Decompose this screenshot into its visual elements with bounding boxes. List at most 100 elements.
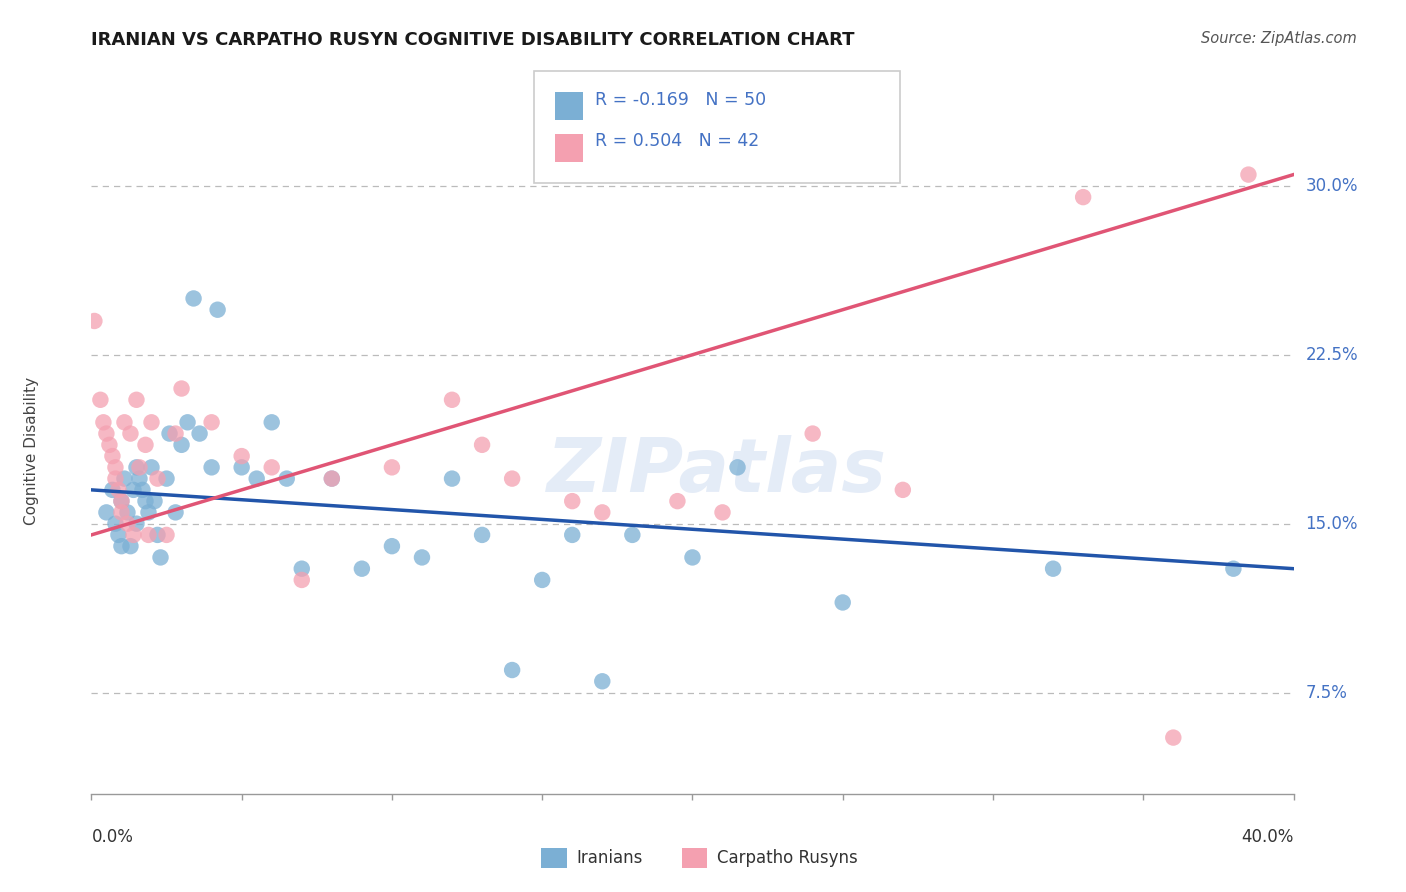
- Point: [531, 573, 554, 587]
- Point: [711, 505, 734, 519]
- Point: [122, 483, 145, 497]
- Text: 15.0%: 15.0%: [1306, 515, 1358, 533]
- Point: [471, 438, 494, 452]
- Point: [621, 528, 644, 542]
- Point: [591, 505, 613, 519]
- Point: [831, 595, 853, 609]
- Point: [134, 494, 156, 508]
- Point: [561, 494, 583, 508]
- Point: [188, 426, 211, 441]
- Point: [246, 472, 269, 486]
- Point: [125, 392, 148, 407]
- Text: R = -0.169   N = 50: R = -0.169 N = 50: [595, 91, 766, 109]
- Point: [117, 516, 139, 531]
- Point: [138, 528, 160, 542]
- Point: [381, 539, 404, 553]
- Point: [104, 516, 127, 531]
- Point: [107, 483, 129, 497]
- Point: [207, 302, 229, 317]
- Point: [291, 562, 314, 576]
- Point: [201, 460, 224, 475]
- Point: [155, 472, 177, 486]
- Text: Source: ZipAtlas.com: Source: ZipAtlas.com: [1201, 31, 1357, 46]
- Point: [276, 472, 298, 486]
- Point: [125, 516, 148, 531]
- Point: [120, 426, 142, 441]
- Point: [891, 483, 914, 497]
- Point: [501, 663, 523, 677]
- Point: [110, 494, 132, 508]
- Point: [1161, 731, 1184, 745]
- Point: [101, 449, 124, 463]
- Point: [321, 472, 343, 486]
- Point: [321, 472, 343, 486]
- Point: [128, 472, 150, 486]
- Point: [117, 505, 139, 519]
- Point: [110, 494, 132, 508]
- Point: [122, 528, 145, 542]
- Point: [183, 292, 205, 306]
- Point: [83, 314, 105, 328]
- Point: [125, 460, 148, 475]
- Point: [93, 415, 115, 429]
- Point: [1071, 190, 1094, 204]
- Point: [727, 460, 749, 475]
- Point: [201, 415, 224, 429]
- Point: [440, 392, 463, 407]
- Point: [141, 415, 163, 429]
- Point: [801, 426, 824, 441]
- Point: [291, 573, 314, 587]
- Text: Cognitive Disability: Cognitive Disability: [24, 376, 39, 524]
- Text: ZIPatlas: ZIPatlas: [547, 434, 887, 508]
- Point: [89, 392, 111, 407]
- Point: [104, 460, 127, 475]
- Point: [1042, 562, 1064, 576]
- Point: [440, 472, 463, 486]
- Text: 30.0%: 30.0%: [1306, 177, 1358, 194]
- Point: [666, 494, 689, 508]
- Point: [149, 550, 172, 565]
- Text: Iranians: Iranians: [576, 849, 643, 867]
- Text: 0.0%: 0.0%: [91, 828, 134, 846]
- Point: [114, 415, 136, 429]
- Text: Carpatho Rusyns: Carpatho Rusyns: [717, 849, 858, 867]
- Point: [101, 483, 124, 497]
- Point: [98, 438, 121, 452]
- Point: [134, 438, 156, 452]
- Point: [146, 472, 169, 486]
- Point: [128, 460, 150, 475]
- Point: [141, 460, 163, 475]
- Point: [110, 505, 132, 519]
- Point: [159, 426, 181, 441]
- Point: [146, 528, 169, 542]
- Text: R = 0.504   N = 42: R = 0.504 N = 42: [595, 132, 759, 150]
- Point: [176, 415, 198, 429]
- Point: [131, 483, 153, 497]
- Point: [350, 562, 373, 576]
- Point: [110, 539, 132, 553]
- Point: [96, 505, 118, 519]
- Point: [260, 460, 283, 475]
- Point: [107, 528, 129, 542]
- Point: [165, 505, 187, 519]
- Point: [170, 382, 193, 396]
- Point: [138, 505, 160, 519]
- Text: IRANIAN VS CARPATHO RUSYN COGNITIVE DISABILITY CORRELATION CHART: IRANIAN VS CARPATHO RUSYN COGNITIVE DISA…: [91, 31, 855, 49]
- Point: [143, 494, 166, 508]
- Point: [231, 449, 253, 463]
- Point: [411, 550, 433, 565]
- Point: [260, 415, 283, 429]
- Point: [231, 460, 253, 475]
- Point: [1222, 562, 1244, 576]
- Point: [591, 674, 613, 689]
- Point: [96, 426, 118, 441]
- Point: [501, 472, 523, 486]
- Point: [165, 426, 187, 441]
- Point: [155, 528, 177, 542]
- Text: 7.5%: 7.5%: [1306, 683, 1347, 701]
- Point: [381, 460, 404, 475]
- Point: [104, 472, 127, 486]
- Point: [681, 550, 703, 565]
- Text: 40.0%: 40.0%: [1241, 828, 1294, 846]
- Point: [114, 472, 136, 486]
